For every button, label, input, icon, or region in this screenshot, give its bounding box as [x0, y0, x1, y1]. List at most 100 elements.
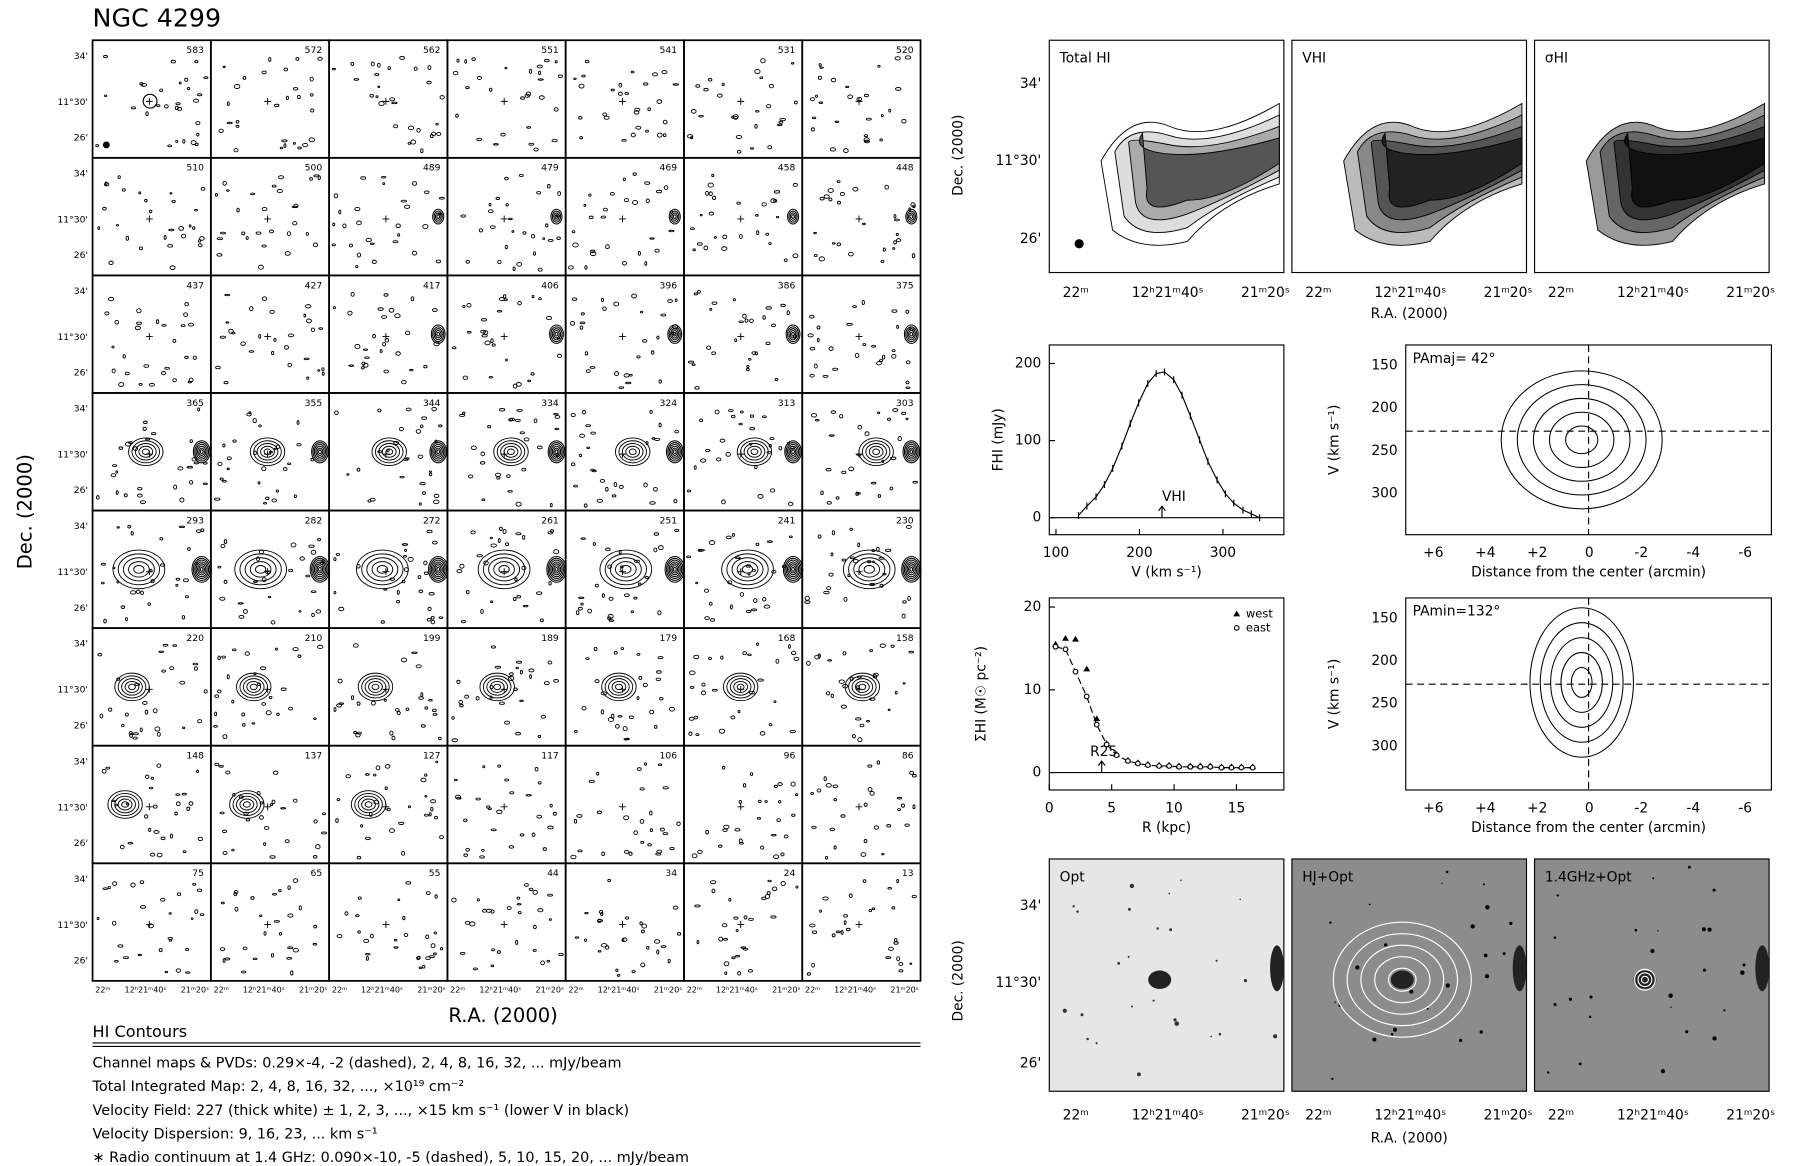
companion-contour [904, 443, 918, 461]
noise-contour [293, 799, 297, 802]
noise-contour [621, 648, 624, 650]
center-cross [382, 568, 389, 575]
channel-velocity: 313 [778, 398, 796, 409]
noise-contour [722, 83, 724, 85]
noise-contour [179, 526, 184, 527]
noise-contour [897, 809, 900, 811]
noise-contour [855, 353, 859, 357]
center-cross [146, 98, 153, 105]
companion-image [1755, 945, 1769, 991]
noise-contour [749, 358, 751, 360]
channel-velocity: 417 [423, 280, 441, 291]
noise-contour [739, 234, 742, 238]
noise-contour [222, 480, 226, 482]
noise-contour [311, 550, 316, 554]
galaxy-contour [869, 446, 883, 457]
noise-contour [144, 421, 148, 423]
noise-contour [748, 654, 752, 656]
noise-contour [850, 528, 853, 530]
companion-contour [910, 450, 913, 454]
noise-contour [554, 550, 559, 554]
noise-contour [145, 199, 147, 201]
noise-contour [400, 476, 404, 478]
noise-contour [289, 707, 293, 710]
noise-contour [864, 803, 867, 806]
noise-contour [894, 241, 897, 244]
noise-contour [661, 314, 666, 316]
noise-contour [793, 183, 797, 186]
noise-contour [534, 148, 538, 151]
noise-contour [431, 616, 434, 619]
noise-contour [122, 189, 125, 191]
noise-contour [505, 721, 510, 724]
noise-contour [776, 216, 778, 217]
noise-contour [663, 833, 668, 835]
noise-contour [194, 209, 197, 210]
companion-contour [550, 443, 564, 461]
noise-contour [161, 837, 165, 839]
noise-contour [196, 122, 200, 125]
noise-contour [868, 787, 872, 791]
channel-velocity: 241 [778, 515, 796, 526]
noise-contour [414, 67, 417, 70]
galaxy-contour [483, 676, 511, 698]
channel-velocity: 137 [305, 751, 323, 762]
noise-contour [236, 120, 239, 123]
noise-contour [877, 362, 882, 365]
companion-contour [437, 215, 440, 219]
x-tick-label: 12ʰ21ᵐ40ˢ [1617, 285, 1689, 301]
noise-contour [126, 618, 128, 621]
center-cross [737, 803, 744, 810]
noise-contour [523, 232, 526, 235]
noise-contour [767, 105, 771, 108]
west-point [1072, 636, 1079, 642]
noise-contour [169, 939, 172, 941]
noise-contour [474, 968, 478, 970]
noise-contour [161, 898, 165, 901]
noise-contour [174, 485, 177, 489]
noise-contour [144, 815, 147, 818]
y-tick-label: 200 [1371, 400, 1397, 416]
noise-contour [817, 789, 821, 792]
noise-contour [272, 351, 274, 354]
noise-contour [880, 139, 883, 141]
noise-contour [905, 56, 910, 59]
noise-contour [194, 99, 199, 102]
noise-contour [602, 852, 605, 856]
noise-contour [658, 546, 663, 550]
noise-contour [463, 376, 468, 379]
noise-contour [402, 544, 407, 546]
noise-contour [322, 372, 324, 375]
star [1557, 894, 1559, 896]
noise-contour [654, 548, 657, 552]
noise-contour [789, 536, 792, 538]
noise-contour [318, 57, 323, 60]
companion-contour [792, 568, 795, 572]
noise-contour [227, 190, 230, 192]
channel-velocity: 24 [784, 868, 796, 879]
noise-contour [379, 101, 384, 105]
noise-contour [892, 310, 897, 313]
noise-contour [580, 434, 585, 437]
noise-contour [719, 845, 722, 847]
noise-contour [655, 249, 659, 252]
annotation-label: R25 [1090, 744, 1117, 760]
galaxy-contour [118, 554, 159, 585]
east-point [1157, 764, 1162, 769]
noise-contour [650, 238, 655, 239]
noise-contour [788, 502, 792, 505]
noise-contour [271, 621, 275, 624]
companion-contour [199, 566, 205, 573]
x-axis-label: V (km s⁻¹) [1131, 565, 1201, 581]
noise-contour [417, 957, 420, 960]
noise-contour [892, 907, 895, 909]
noise-contour [145, 775, 149, 778]
noise-contour [370, 243, 374, 244]
noise-contour [109, 261, 113, 264]
noise-contour [227, 468, 229, 470]
noise-contour [913, 805, 915, 809]
noise-contour [160, 89, 163, 91]
star [1446, 983, 1450, 987]
noise-contour [637, 697, 639, 700]
noise-contour [902, 412, 906, 414]
